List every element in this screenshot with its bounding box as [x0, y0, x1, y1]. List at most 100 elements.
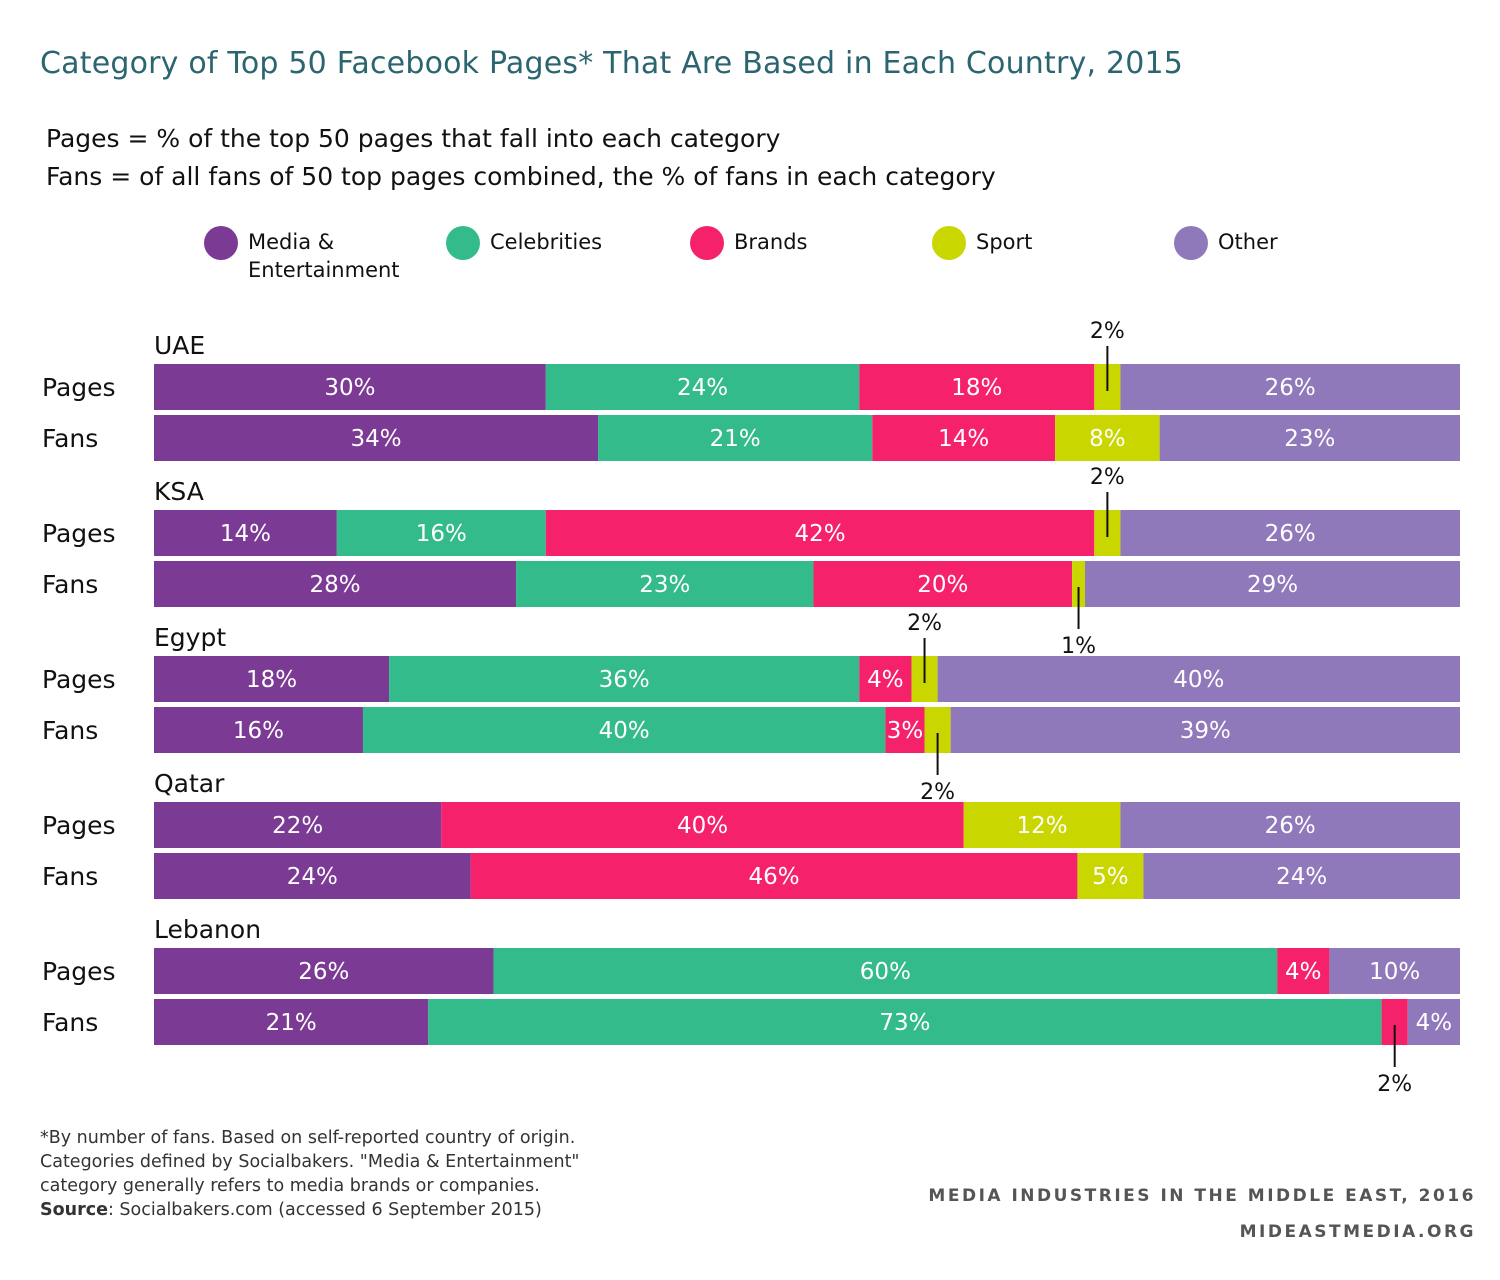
row-label-fans: Fans	[42, 424, 98, 453]
segment-value-label: 18%	[246, 667, 297, 693]
segment-value-label: 12%	[1017, 813, 1068, 839]
segment-value-label: 20%	[917, 572, 968, 598]
source-line: Source: Socialbakers.com (accessed 6 Sep…	[40, 1198, 579, 1222]
footnote: *By number of fans. Based on self-report…	[40, 1126, 579, 1222]
callout-label: 2%	[907, 611, 942, 636]
segment-value-label: 29%	[1247, 572, 1298, 598]
row-label-pages: Pages	[42, 373, 116, 402]
segment-value-label: 4%	[1285, 959, 1322, 985]
bar-uae-pages-media-entertainment	[154, 364, 546, 410]
source-text: : Socialbakers.com (accessed 6 September…	[107, 1200, 542, 1220]
segment-value-label: 14%	[220, 521, 271, 547]
country-label-qatar: Qatar	[154, 769, 225, 798]
callout-label: 2%	[920, 780, 955, 805]
row-label-pages: Pages	[42, 957, 116, 986]
fans-definition-note: Fans = of all fans of 50 top pages combi…	[46, 162, 996, 191]
segment-value-label: 26%	[1265, 375, 1316, 401]
segment-value-label: 40%	[599, 718, 650, 744]
legend-swatch-celebrities	[446, 226, 480, 260]
country-label-ksa: KSA	[154, 477, 204, 506]
country-label-egypt: Egypt	[154, 623, 226, 652]
legend-label-sport: Sport	[976, 230, 1033, 254]
bar-lebanon-fans-media-entertainment	[154, 999, 429, 1045]
bar-uae-fans-media-entertainment	[154, 415, 599, 461]
callout-label: 2%	[1090, 319, 1125, 344]
legend-item-other: Other	[1174, 226, 1278, 260]
segment-value-label: 16%	[416, 521, 467, 547]
row-label-fans: Fans	[42, 1008, 98, 1037]
segment-value-label: 73%	[879, 1010, 930, 1036]
pages-definition-note: Pages = % of the top 50 pages that fall …	[46, 124, 781, 153]
row-label-pages: Pages	[42, 665, 116, 694]
bar-uae-pages-other	[1120, 364, 1460, 410]
chart-title: Category of Top 50 Facebook Pages* That …	[40, 46, 1184, 81]
bar-ksa-pages-brands	[545, 510, 1095, 556]
bar-egypt-fans-brands	[885, 707, 925, 753]
bar-ksa-fans-media-entertainment	[154, 561, 517, 607]
segment-value-label: 21%	[710, 426, 761, 452]
bar-qatar-fans-media-entertainment	[154, 853, 471, 899]
bar-egypt-pages-other	[937, 656, 1460, 702]
segment-value-label: 24%	[677, 375, 728, 401]
segment-value-label: 28%	[309, 572, 360, 598]
bar-uae-fans-celebrities	[598, 415, 873, 461]
legend-item-brands: Brands	[690, 226, 808, 260]
footnote-line: Categories defined by Socialbakers. "Med…	[40, 1152, 580, 1172]
bar-qatar-fans-other	[1143, 853, 1460, 899]
bar-ksa-fans-celebrities	[516, 561, 814, 607]
bar-egypt-pages-brands	[859, 656, 912, 702]
bar-egypt-fans-celebrities	[362, 707, 886, 753]
segment-value-label: 21%	[266, 1010, 317, 1036]
segment-value-label: 60%	[860, 959, 911, 985]
bar-lebanon-fans-celebrities	[428, 999, 1382, 1045]
bar-ksa-fans-other	[1085, 561, 1460, 607]
segment-value-label: 23%	[639, 572, 690, 598]
bar-uae-fans-brands	[872, 415, 1056, 461]
stacked-bar-chart: UAE Pages 30% 24% 18% 2% 26% Fans 34% 21% 14% 8% 23%…	[42, 319, 1460, 1097]
country-label-uae: UAE	[154, 331, 205, 360]
bar-lebanon-pages-other	[1329, 948, 1460, 994]
callout-label: 1%	[1061, 634, 1096, 659]
segment-value-label: 14%	[938, 426, 989, 452]
segment-value-label: 4%	[1416, 1010, 1453, 1036]
bar-egypt-pages-media-entertainment	[154, 656, 390, 702]
segment-value-label: 18%	[951, 375, 1002, 401]
bar-ksa-pages-other	[1120, 510, 1460, 556]
segment-value-label: 46%	[748, 864, 799, 890]
bar-lebanon-pages-celebrities	[493, 948, 1278, 994]
segment-value-label: 3%	[887, 718, 924, 744]
legend-swatch-brands	[690, 226, 724, 260]
callout-label: 2%	[1090, 465, 1125, 490]
segment-value-label: 42%	[794, 521, 845, 547]
legend-swatch-other	[1174, 226, 1208, 260]
bar-egypt-fans-media-entertainment	[154, 707, 363, 753]
segment-value-label: 22%	[272, 813, 323, 839]
segment-value-label: 26%	[1265, 521, 1316, 547]
bar-uae-fans-sport	[1055, 415, 1160, 461]
row-label-fans: Fans	[42, 570, 98, 599]
footnote-line: category generally refers to media brand…	[40, 1176, 540, 1196]
bar-qatar-fans-brands	[470, 853, 1078, 899]
segment-value-label: 26%	[298, 959, 349, 985]
row-label-fans: Fans	[42, 862, 98, 891]
website-name: MIDEASTMEDIA.ORG	[1239, 1222, 1476, 1242]
bar-qatar-pages-media-entertainment	[154, 802, 442, 848]
row-label-fans: Fans	[42, 716, 98, 745]
bar-egypt-fans-other	[950, 707, 1460, 753]
legend-label-media: Media & Entertainment	[248, 230, 400, 282]
legend-label-celebrities: Celebrities	[490, 230, 603, 254]
legend-item-celebrities: Celebrities	[446, 226, 602, 260]
bar-egypt-pages-celebrities	[389, 656, 860, 702]
bar-ksa-pages-media-entertainment	[154, 510, 337, 556]
legend-label-other: Other	[1218, 230, 1278, 254]
bar-lebanon-fans-other	[1407, 999, 1460, 1045]
segment-value-label: 16%	[233, 718, 284, 744]
segment-value-label: 24%	[1276, 864, 1327, 890]
segment-value-label: 34%	[350, 426, 401, 452]
segment-value-label: 5%	[1092, 864, 1129, 890]
segment-value-label: 26%	[1265, 813, 1316, 839]
bar-ksa-pages-celebrities	[336, 510, 546, 556]
segment-value-label: 4%	[867, 667, 904, 693]
segment-value-label: 36%	[599, 667, 650, 693]
segment-value-label: 8%	[1089, 426, 1126, 452]
